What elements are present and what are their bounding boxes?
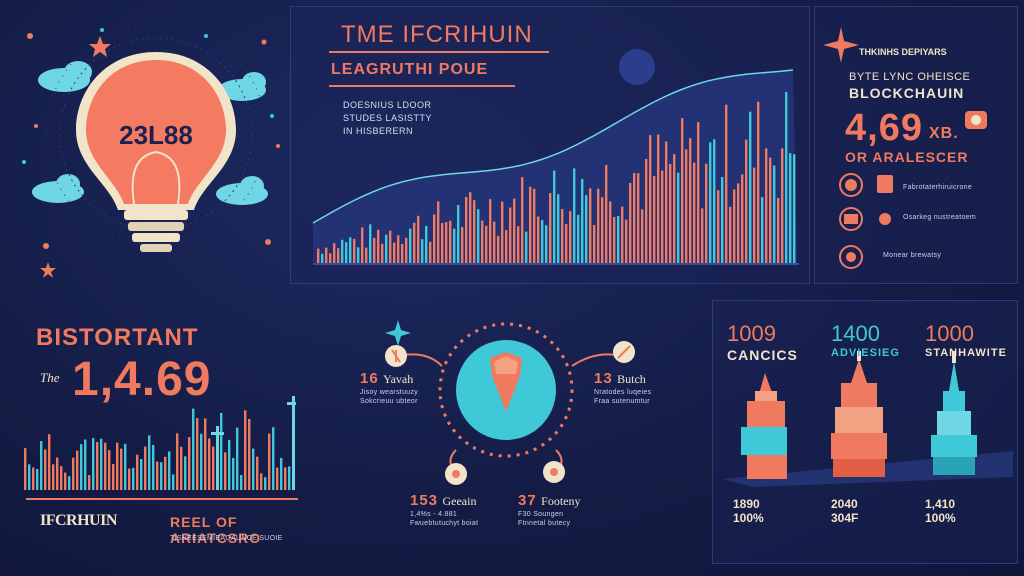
- node-number: 16: [360, 370, 379, 387]
- value-caption: OR ARALESCER: [845, 149, 969, 165]
- tower-line: 2040: [831, 497, 858, 511]
- node-line: Nratodes luqeies: [594, 389, 652, 396]
- node-line: Sokcrieuu ubteor: [360, 398, 418, 405]
- stats-title: BISTORTANT: [36, 324, 199, 351]
- main-bar-chart: [312, 49, 799, 265]
- value-unit: XB.: [929, 125, 959, 142]
- stats-panel: BISTORTANT The 1,4.69 IFCRHUIN REEL OF A…: [6, 306, 302, 558]
- towers-panel: 1009 CANCICS 1400 ADVIESIEG 1000 STANHAW…: [712, 300, 1018, 564]
- blockchain-panel: THKINHS DEPIYARS BYTE LYNC OHEISCE BLOCK…: [814, 6, 1018, 284]
- coin-icon: [965, 111, 987, 129]
- stats-footer-sub: TISHEESEMIEAGAUNCE SUOIE: [170, 535, 283, 542]
- big-value: 4,69: [845, 107, 923, 149]
- hub-diagram: [385, 320, 635, 485]
- tower-stat: 1000 STANHAWITE: [925, 321, 1007, 359]
- node-line: Ftnnetal butecy: [518, 520, 571, 527]
- list-item: Osarkeg nustreatoem: [903, 214, 977, 221]
- hub-node: 13 Butch Nratodes luqeies Fraa sutenumtu…: [594, 370, 651, 406]
- tower-footer: 2040 304F: [831, 497, 858, 525]
- tower-label: CANCICS: [727, 347, 798, 363]
- stats-footer: REEL OF ARIATCSRO: [170, 514, 262, 546]
- note-line: STUDES LASISTTY: [343, 113, 433, 123]
- main-chart-title: TME IFCRIHUIN: [341, 21, 533, 48]
- list-item: Monear brewatsy: [883, 252, 942, 259]
- tower-line: 100%: [733, 511, 764, 525]
- node-number: 13: [594, 370, 613, 387]
- bulb-panel: 23L88: [6, 6, 286, 284]
- main-chart-subtitle: LEAGRUTHI POUE: [331, 61, 489, 78]
- main-chart-panel: TME IFCRIHUIN LEAGRUTHI POUE DOESNIUS LD…: [290, 6, 810, 284]
- subtitle-underline: [329, 85, 515, 87]
- stats-prefix: The: [40, 370, 60, 385]
- tower-stat: 1400 ADVIESIEG: [831, 321, 900, 359]
- towers-illustration: [723, 351, 1013, 487]
- node-label: Footeny: [541, 494, 581, 508]
- stats-bar-chart: [24, 396, 296, 490]
- node-label: Butch: [617, 372, 646, 386]
- blockchain-label: BLOCKCHAUIN: [849, 85, 965, 101]
- hub-node: 16 Yavah Jisoy wearstuuzy Sokcrieuu ubte…: [360, 370, 418, 406]
- list-icons: [839, 173, 893, 269]
- node-number: 37: [518, 492, 537, 509]
- tower-label: ADVIESIEG: [831, 347, 900, 359]
- tower-line: 100%: [925, 511, 956, 525]
- node-line: Fraa sutenumtur: [594, 398, 650, 405]
- sparkle-icon: [823, 27, 859, 63]
- tower-stat: 1009 CANCICS: [727, 321, 798, 363]
- note-line: DOESNIUS LDOOR: [343, 100, 432, 110]
- bulb-illustration: [22, 23, 280, 278]
- stats-big-value: 1,4.69: [72, 353, 212, 406]
- node-number: 153: [410, 492, 439, 509]
- bulb-value: 23L88: [119, 120, 193, 150]
- stats-underline: [26, 498, 298, 500]
- main-chart-note: DOESNIUS LDOOR STUDES LASISTTY IN HISBER…: [343, 99, 432, 138]
- node-line: Jisoy wearstuuzy: [360, 389, 419, 396]
- tower-line: 1,410: [925, 497, 956, 511]
- node-line: 1,4%s - 4.881: [410, 511, 458, 518]
- node-label: Yavah: [383, 372, 414, 386]
- list-item: Fabrotaterhiruicrone: [903, 184, 973, 191]
- hub-panel: 16 Yavah Jisoy wearstuuzy Sokcrieuu ubte…: [306, 300, 710, 562]
- tower-footer: 1890 100%: [733, 497, 764, 525]
- tower-line: 304F: [831, 511, 859, 525]
- subtitle-line: BYTE LYNC OHEISCE: [849, 71, 971, 83]
- tower-value: 1009: [727, 321, 776, 346]
- node-icons: [385, 341, 635, 485]
- title-underline: [329, 51, 549, 53]
- logo-text: IFCRHUIN: [40, 512, 117, 529]
- node-line: Fwuebtutuchyt boiat: [410, 520, 479, 527]
- tower-line: 1890: [733, 497, 760, 511]
- top-line: THKINHS DEPIYARS: [859, 47, 947, 57]
- tower-label: STANHAWITE: [925, 347, 1007, 359]
- hub-node: 153 Geeain 1,4%s - 4.881 Fwuebtutuchyt b…: [410, 492, 478, 528]
- node-label: Geeain: [442, 494, 477, 508]
- tower-value: 1000: [925, 321, 974, 346]
- note-line: IN HISBERERN: [343, 126, 414, 136]
- tower-value: 1400: [831, 321, 880, 346]
- hub-node: 37 Footeny F30 Soungen Ftnnetal butecy: [518, 492, 580, 528]
- tower-footer: 1,410 100%: [925, 497, 956, 525]
- node-line: F30 Soungen: [518, 511, 564, 518]
